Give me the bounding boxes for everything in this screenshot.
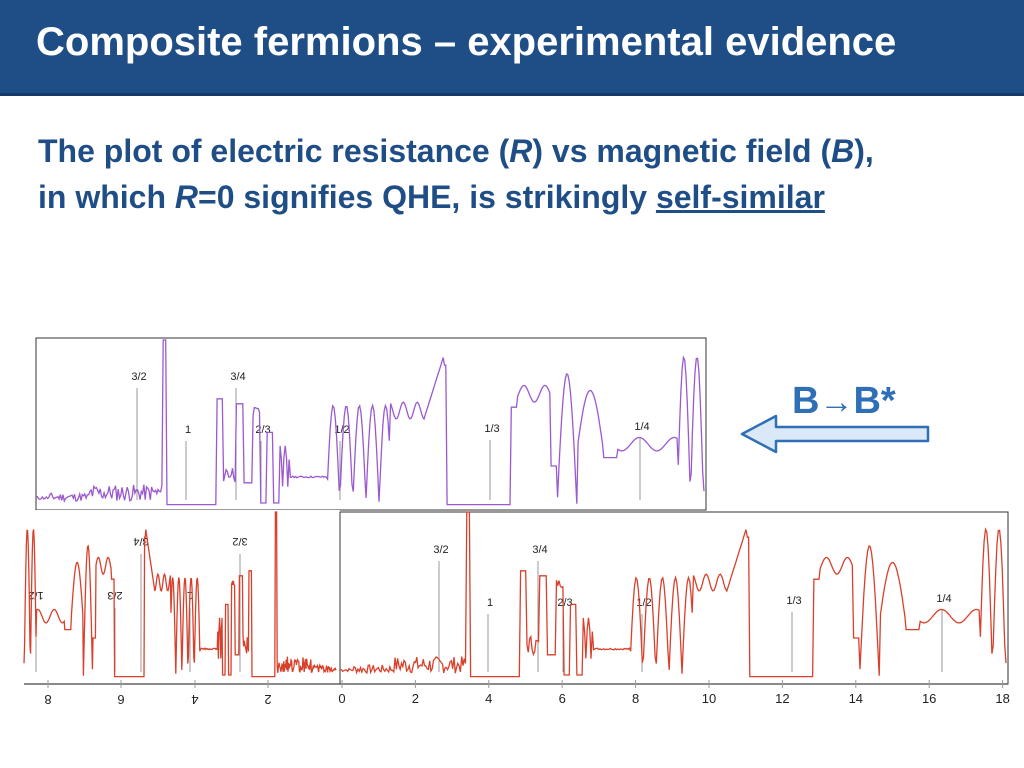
top-label-3-4: 3/4: [230, 371, 245, 383]
right-panel-frame: [339, 511, 1009, 685]
slide-title: Composite fermions – experimental eviden…: [36, 20, 897, 64]
title-bar: Composite fermions – experimental eviden…: [0, 0, 1024, 96]
top-panel-frame: [35, 337, 707, 511]
left-label-2-3: 2/3: [107, 589, 122, 601]
right-label-2-3: 2/3: [557, 597, 572, 609]
red-left-resistance-trace: [23, 511, 337, 678]
top-label-2-3: 2/3: [255, 424, 270, 436]
self-similar-term: self-similar: [655, 179, 825, 215]
body-text: The plot of electric resistance (R) vs m…: [38, 128, 874, 220]
top-label-1-3: 1/3: [484, 423, 499, 435]
left-tick-6: 6: [117, 692, 124, 707]
right-tick-2: 2: [412, 691, 419, 706]
top-label-1: 1: [185, 424, 191, 436]
right-tick-0: 0: [338, 691, 345, 706]
right-tick-16: 16: [922, 691, 936, 706]
body-line-1: The plot of electric resistance (R) vs m…: [38, 133, 874, 169]
red-right-resistance-trace: [339, 511, 1007, 678]
right-tick-8: 8: [632, 691, 639, 706]
left-tick-8: 8: [44, 692, 51, 707]
left-tick-4: 4: [191, 692, 198, 707]
right-tick-14: 14: [849, 691, 863, 706]
b-to-bstar-label: B→B*: [792, 380, 896, 422]
body-line-2: in which R=0 signifies QHE, is strikingl…: [38, 179, 825, 215]
top-label-1-4: 1/4: [634, 421, 649, 433]
right-label-1-2: 1/2: [636, 597, 651, 609]
left-arrow-icon: [740, 414, 930, 454]
purple-resistance-trace: [35, 339, 705, 506]
top-label-3-2: 3/2: [131, 371, 146, 383]
right-label-1-4: 1/4: [936, 593, 951, 605]
right-label-3-2: 3/2: [433, 544, 448, 556]
right-tick-6: 6: [559, 691, 566, 706]
top-label-1-2: 1/2: [334, 424, 349, 436]
right-tick-4: 4: [485, 691, 492, 706]
right-label-3-4: 3/4: [532, 544, 547, 556]
right-label-1-3: 1/3: [786, 595, 801, 607]
right-label-1: 1: [487, 597, 493, 609]
right-tick-18: 18: [995, 691, 1009, 706]
right-tick-12: 12: [775, 691, 789, 706]
left-tick-2: 2: [264, 692, 271, 707]
right-arrow-icon: →: [819, 383, 854, 421]
right-tick-10: 10: [702, 691, 716, 706]
left-label-3-2: 3/2: [232, 535, 247, 547]
